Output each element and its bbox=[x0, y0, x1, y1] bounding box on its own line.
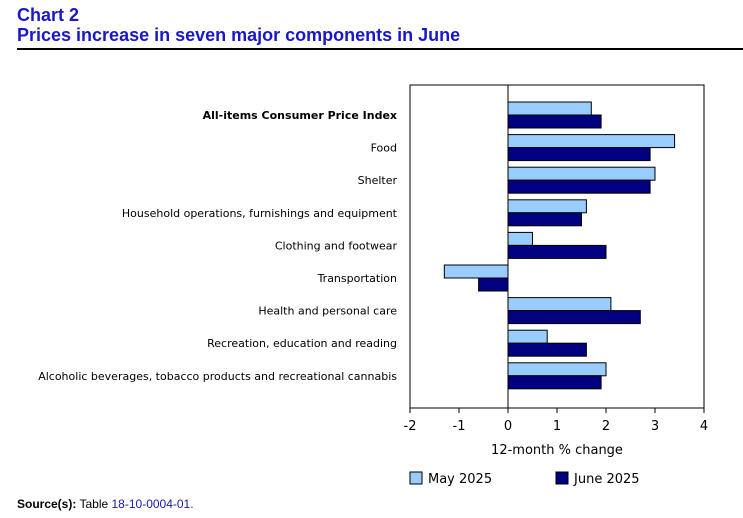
chart-number: Chart 2 bbox=[17, 5, 80, 25]
bar-june-6 bbox=[507, 310, 641, 325]
x-tick-label: 2 bbox=[602, 419, 610, 434]
legend-label-may: May 2025 bbox=[428, 472, 492, 487]
legend-swatch-june bbox=[555, 471, 569, 485]
x-tick-label: 0 bbox=[504, 419, 512, 434]
x-tick-label: 4 bbox=[700, 419, 708, 434]
bar-may-8 bbox=[507, 362, 607, 377]
category-label: Clothing and footwear bbox=[275, 239, 398, 252]
bar-may-1 bbox=[507, 134, 676, 149]
bar-may-7 bbox=[507, 329, 548, 344]
bar-june-8 bbox=[507, 375, 602, 390]
bar-june-4 bbox=[507, 244, 607, 259]
bar-june-0 bbox=[507, 114, 602, 129]
x-tick-label: 3 bbox=[651, 419, 659, 434]
category-label: Food bbox=[371, 142, 397, 155]
bar-june-5 bbox=[478, 277, 509, 292]
legend-label-june: June 2025 bbox=[573, 472, 640, 487]
x-tick-label: 1 bbox=[553, 419, 561, 434]
category-label: Transportation bbox=[317, 272, 397, 285]
bar-may-3 bbox=[507, 199, 587, 214]
legend-swatch-may bbox=[409, 471, 423, 485]
bar-june-7 bbox=[507, 342, 587, 357]
category-label: Shelter bbox=[358, 174, 398, 187]
category-label: Alcoholic beverages, tobacco products an… bbox=[38, 370, 397, 383]
x-tick-label: -1 bbox=[453, 419, 466, 434]
source-label: Source(s): bbox=[17, 497, 77, 511]
x-tick-label: -2 bbox=[404, 419, 417, 434]
bar-june-1 bbox=[507, 147, 651, 162]
x-axis-label: 12-month % change bbox=[491, 443, 623, 458]
bar-may-5 bbox=[443, 264, 509, 279]
source-text: Table bbox=[79, 497, 109, 511]
bar-june-2 bbox=[507, 179, 651, 194]
source-note: Source(s): Table 18-10-0004-01. bbox=[17, 497, 194, 511]
bar-may-0 bbox=[507, 101, 592, 116]
category-label: Recreation, education and reading bbox=[207, 337, 397, 350]
bar-may-6 bbox=[507, 297, 612, 312]
source-table-link[interactable]: 18-10-0004-01. bbox=[111, 497, 194, 511]
category-label: Health and personal care bbox=[258, 305, 397, 318]
category-label: All-items Consumer Price Index bbox=[203, 109, 397, 122]
category-label: Household operations, furnishings and eq… bbox=[122, 207, 398, 220]
chart-title: Prices increase in seven major component… bbox=[17, 25, 461, 45]
chart-header: Chart 2 Prices increase in seven major c… bbox=[17, 5, 743, 50]
bar-june-3 bbox=[507, 212, 582, 227]
bar-may-2 bbox=[507, 166, 656, 181]
bar-may-4 bbox=[507, 231, 533, 246]
